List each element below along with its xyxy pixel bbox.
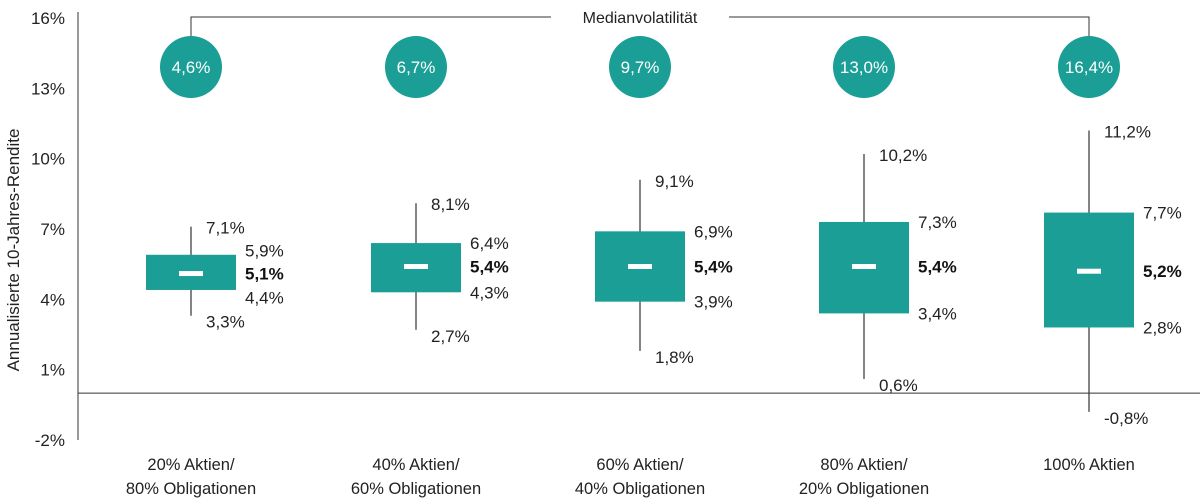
y-tick-label: 7% — [40, 220, 65, 239]
q3-label: 6,4% — [470, 234, 509, 253]
q3-label: 7,7% — [1143, 204, 1182, 223]
volatility-value: 16,4% — [1065, 58, 1113, 77]
box-group: 13,0% 10,2% 0,6% 7,3% 5,4% 3,4% — [819, 36, 957, 395]
category-label-line2: 60% Obligationen — [351, 480, 481, 498]
volatility-bubble — [385, 36, 447, 98]
boxes: 4,6% 7,1% 3,3% 5,9% 5,1% 4,4% 6,7% 8,1% 2,7% 6,4%… — [146, 36, 1182, 428]
y-tick-label: 13% — [31, 79, 65, 98]
max-label: 10,2% — [879, 146, 927, 165]
box-group: 4,6% 7,1% 3,3% 5,9% 5,1% 4,4% — [146, 36, 284, 332]
box-group: 16,4% 11,2% -0,8% 7,7% 5,2% 2,8% — [1044, 36, 1182, 428]
volatility-value: 4,6% — [172, 58, 211, 77]
q3-label: 6,9% — [694, 222, 733, 241]
category-label-line1: 40% Aktien/ — [372, 456, 460, 474]
median-label: 5,4% — [694, 258, 733, 277]
max-label: 11,2% — [1104, 123, 1151, 142]
category-label-line2: 40% Obligationen — [575, 480, 705, 498]
q1-label: 2,8% — [1143, 318, 1182, 337]
min-label: -0,8% — [1104, 409, 1148, 428]
volatility-value: 13,0% — [840, 58, 888, 77]
volatility-value: 6,7% — [397, 58, 436, 77]
category-label-line1: 100% Aktien — [1043, 456, 1135, 474]
max-label: 9,1% — [655, 172, 694, 191]
category-label-line1: 20% Aktien/ — [147, 456, 235, 474]
median-mark — [1077, 268, 1101, 274]
median-mark — [628, 264, 652, 270]
min-label: 3,3% — [206, 313, 245, 332]
q1-label: 3,9% — [694, 293, 733, 312]
q3-label: 7,3% — [918, 213, 957, 232]
max-label: 8,1% — [431, 195, 470, 214]
volatility-label: Medianvolatilität — [583, 10, 698, 27]
y-axis: 16% 13% 10% 7% 4% 1% -2% — [31, 9, 1200, 450]
box-group: 6,7% 8,1% 2,7% 6,4% 5,4% 4,3% — [371, 36, 509, 346]
volatility-bubble — [1058, 36, 1120, 98]
median-label: 5,4% — [470, 258, 509, 277]
y-axis-label: Annualisierte 10-Jahres-Rendite — [4, 129, 23, 372]
volatility-value: 9,7% — [621, 58, 660, 77]
category-label-line2: 20% Obligationen — [799, 480, 929, 498]
y-tick-label: 16% — [31, 9, 65, 28]
volatility-bubble — [160, 36, 222, 98]
category-label-line1: 80% Aktien/ — [820, 456, 908, 474]
box-group: 9,7% 9,1% 1,8% 6,9% 5,4% 3,9% — [595, 36, 733, 367]
volatility-bubble — [833, 36, 895, 98]
y-tick-label: 4% — [40, 290, 65, 309]
banner-bracket-left — [190, 16, 551, 36]
volatility-banner: Medianvolatilität — [190, 10, 1090, 36]
median-mark — [852, 264, 876, 270]
median-label: 5,1% — [245, 265, 284, 284]
max-label: 7,1% — [206, 219, 245, 238]
category-label-line2: 80% Obligationen — [126, 480, 256, 498]
y-tick-label: -2% — [35, 431, 65, 450]
y-tick-label: 1% — [40, 361, 65, 380]
q1-label: 4,3% — [470, 283, 509, 302]
median-label: 5,2% — [1143, 262, 1182, 281]
median-label: 5,4% — [918, 258, 957, 277]
volatility-bubble — [609, 36, 671, 98]
q1-label: 4,4% — [245, 289, 284, 308]
median-mark — [179, 271, 203, 277]
min-label: 0,6% — [879, 376, 918, 395]
banner-bracket-right — [729, 16, 1090, 36]
median-mark — [404, 264, 428, 270]
min-label: 1,8% — [655, 348, 694, 367]
q1-label: 3,4% — [918, 304, 957, 323]
category-label-line1: 60% Aktien/ — [596, 456, 684, 474]
category-labels: 20% Aktien/80% Obligationen 40% Aktien/60… — [126, 456, 1135, 498]
y-tick-label: 10% — [31, 150, 65, 169]
q3-label: 5,9% — [245, 242, 284, 261]
min-label: 2,7% — [431, 327, 470, 346]
